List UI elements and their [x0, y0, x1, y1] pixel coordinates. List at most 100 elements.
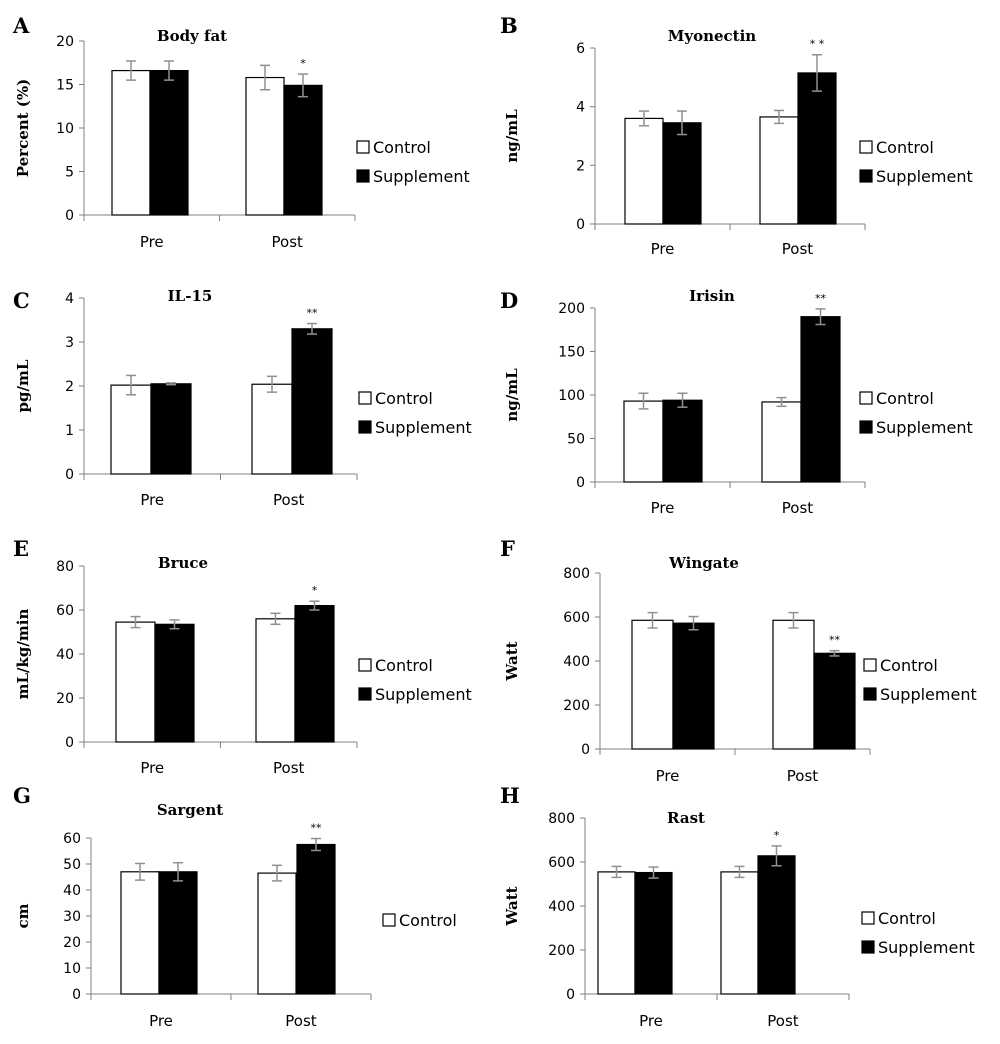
chart-panel-h: H Rast Watt 0 200 400 600 800 Pre Post * Control Sup… [500, 783, 975, 1030]
y-tick-label: 200 [563, 698, 590, 714]
y-tick-label: 20 [56, 691, 74, 707]
chart-title: Myonectin [668, 27, 757, 45]
bar-supplement-pre [662, 399, 703, 483]
y-axis-label: ng/mL [503, 109, 521, 163]
bar-supplement-post [296, 843, 336, 995]
legend-label: Supplement [373, 167, 470, 186]
legend-swatch-control [863, 658, 877, 672]
y-tick-label: 20 [63, 935, 81, 951]
panel-letter: A [12, 13, 30, 38]
y-tick-label: 6 [576, 41, 585, 57]
y-tick-label: 800 [548, 811, 575, 827]
bar-control-pre [597, 871, 636, 995]
significance-marker: ** [815, 292, 827, 305]
legend-label: Control [373, 138, 431, 157]
significance-marker: * [312, 584, 318, 597]
y-tick-label: 2 [576, 158, 585, 174]
legend-swatch-supplement [861, 940, 875, 954]
y-tick-label: 200 [558, 301, 585, 317]
legend-label: Supplement [375, 418, 472, 437]
y-tick-label: 100 [558, 388, 585, 404]
legend-label: Control [399, 911, 457, 930]
y-tick-label: 600 [563, 610, 590, 626]
y-axis-label: Watt [503, 641, 521, 681]
y-tick-label: 0 [576, 217, 585, 233]
y-tick-label: 400 [563, 654, 590, 670]
x-tick-label: Post [782, 240, 814, 258]
chart-title: Wingate [668, 554, 739, 572]
legend-label: Supplement [876, 418, 973, 437]
y-tick-label: 3 [65, 335, 74, 351]
bar-control-post [720, 871, 759, 995]
y-axis-label: cm [14, 903, 32, 928]
y-axis-label: pg/mL [14, 359, 32, 412]
y-tick-label: 0 [65, 208, 74, 224]
y-tick-label: 0 [65, 735, 74, 751]
y-axis-label: Watt [503, 886, 521, 926]
legend-label: Supplement [878, 938, 975, 957]
bar-supplement-post [813, 652, 856, 750]
legend-swatch-control [356, 140, 370, 154]
legend-swatch-control [861, 911, 875, 925]
x-tick-label: Pre [149, 1012, 173, 1030]
bar-control-post [251, 383, 293, 475]
legend-swatch-control [358, 658, 372, 672]
legend-swatch-control [358, 391, 372, 405]
panel-letter: C [13, 288, 30, 313]
y-tick-label: 150 [558, 345, 585, 361]
bar-supplement-pre [149, 69, 189, 216]
y-axis-label: Percent (%) [14, 79, 32, 178]
y-tick-label: 30 [63, 909, 81, 925]
y-tick-label: 0 [576, 475, 585, 491]
legend-swatch-supplement [356, 169, 370, 183]
y-tick-label: 4 [576, 100, 585, 116]
chart-panel-e: E Bruce mL/kg/min 0 20 40 60 80 Pre Post * Control S… [13, 536, 472, 777]
legend-swatch-supplement [859, 420, 873, 434]
legend-swatch-supplement [859, 169, 873, 183]
y-tick-label: 1 [65, 423, 74, 439]
panel-letter: B [500, 13, 518, 38]
y-tick-label: 80 [56, 559, 74, 575]
y-axis-label: ng/mL [503, 368, 521, 422]
bar-supplement-pre [672, 622, 715, 750]
panel-letter: E [13, 536, 29, 561]
chart-panel-g: G Sargent cm 0 10 20 30 40 50 60 Pre Post ** Control [13, 783, 457, 1030]
y-tick-label: 600 [548, 855, 575, 871]
chart-panel-b: B Myonectin ng/mL 0 2 4 6 Pre Post * * Control Supp… [500, 13, 973, 258]
bar-supplement-post [291, 328, 333, 475]
chart-panel-a: A Body fat Percent (%) 0 5 10 15 20 Pre Post * Cont… [12, 13, 470, 251]
legend-swatch-control [859, 140, 873, 154]
legend-label: Supplement [880, 685, 977, 704]
x-tick-label: Post [782, 499, 814, 517]
legend-label: Control [878, 909, 936, 928]
panel-letter: F [500, 536, 515, 561]
legend-label: Control [375, 656, 433, 675]
chart-title: Body fat [157, 27, 227, 45]
x-tick-label: Pre [651, 240, 675, 258]
legend-swatch-supplement [358, 420, 372, 434]
bar-control-pre [111, 69, 151, 216]
legend-label: Supplement [375, 685, 472, 704]
y-tick-label: 0 [581, 742, 590, 758]
y-tick-label: 0 [65, 467, 74, 483]
bar-supplement-post [800, 316, 841, 483]
y-tick-label: 40 [63, 883, 81, 899]
significance-marker: ** [307, 307, 319, 320]
chart-title: Bruce [158, 554, 208, 572]
significance-marker: * [300, 57, 306, 70]
chart-title: Irisin [689, 287, 735, 305]
x-tick-label: Pre [140, 491, 164, 509]
chart-title: Sargent [157, 801, 223, 819]
bar-supplement-pre [150, 383, 192, 475]
y-tick-label: 0 [72, 987, 81, 1003]
legend-swatch-control [859, 391, 873, 405]
bar-supplement-post [283, 84, 323, 216]
y-tick-label: 0 [566, 987, 575, 1003]
bar-supplement-pre [154, 623, 195, 743]
y-tick-label: 50 [567, 432, 585, 448]
y-tick-label: 200 [548, 943, 575, 959]
panel-letter: H [500, 783, 520, 808]
bar-control-pre [110, 384, 152, 475]
y-tick-label: 400 [548, 899, 575, 915]
